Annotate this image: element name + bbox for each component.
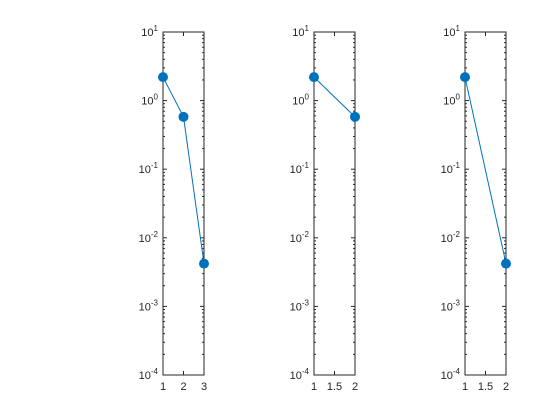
series-line bbox=[313, 76, 356, 118]
axes-frame bbox=[464, 31, 507, 376]
x-tick-label: 1.5 bbox=[478, 381, 493, 393]
data-point bbox=[178, 111, 189, 122]
y-tick-label: 10-2 bbox=[290, 230, 310, 245]
series-line bbox=[464, 77, 507, 264]
subplot-3: 101 100 10-1 10-2 10-3 10-41 1.5 2 bbox=[441, 24, 511, 393]
y-tick-label: 101 bbox=[443, 24, 460, 39]
y-tick-label: 10-1 bbox=[441, 161, 461, 176]
x-tick-label: 2 bbox=[352, 381, 358, 393]
data-point bbox=[309, 72, 319, 83]
axes-frame bbox=[162, 31, 205, 376]
x-tick-label: 1 bbox=[160, 381, 166, 393]
x-tick-label: 1 bbox=[311, 381, 317, 393]
y-tick-label: 101 bbox=[292, 24, 309, 39]
y-tick-label: 10-3 bbox=[139, 298, 159, 313]
data-point bbox=[501, 258, 511, 269]
y-tick-label: 10-4 bbox=[441, 367, 461, 382]
y-tick-label: 10-3 bbox=[290, 298, 310, 313]
x-tick-label: 2 bbox=[180, 381, 186, 393]
y-tick-label: 10-4 bbox=[139, 367, 159, 382]
y-tick-label: 10-4 bbox=[290, 367, 310, 382]
y-tick-label: 101 bbox=[141, 24, 158, 39]
y-tick-label: 10-2 bbox=[441, 230, 461, 245]
x-tick-label: 3 bbox=[201, 381, 207, 393]
data-point bbox=[460, 72, 470, 83]
data-point bbox=[199, 258, 209, 269]
y-tick-label: 10-1 bbox=[290, 161, 310, 176]
y-tick-label: 10-1 bbox=[139, 161, 159, 176]
data-point bbox=[158, 72, 168, 83]
y-tick-label: 10-2 bbox=[139, 230, 159, 245]
subplot-2: 101 100 10-1 10-2 10-3 10-41 1.5 2 bbox=[290, 24, 360, 393]
subplot-1: 101 100 10-1 10-2 10-3 10-41 2 3 bbox=[139, 24, 209, 393]
x-tick-label: 1 bbox=[462, 381, 468, 393]
y-tick-label: 100 bbox=[292, 93, 309, 108]
x-tick-label: 1.5 bbox=[327, 381, 342, 393]
y-tick-label: 100 bbox=[443, 93, 460, 108]
x-tick-label: 2 bbox=[503, 381, 509, 393]
y-tick-label: 10-3 bbox=[441, 298, 461, 313]
data-point bbox=[350, 111, 360, 122]
y-tick-label: 100 bbox=[141, 93, 158, 108]
